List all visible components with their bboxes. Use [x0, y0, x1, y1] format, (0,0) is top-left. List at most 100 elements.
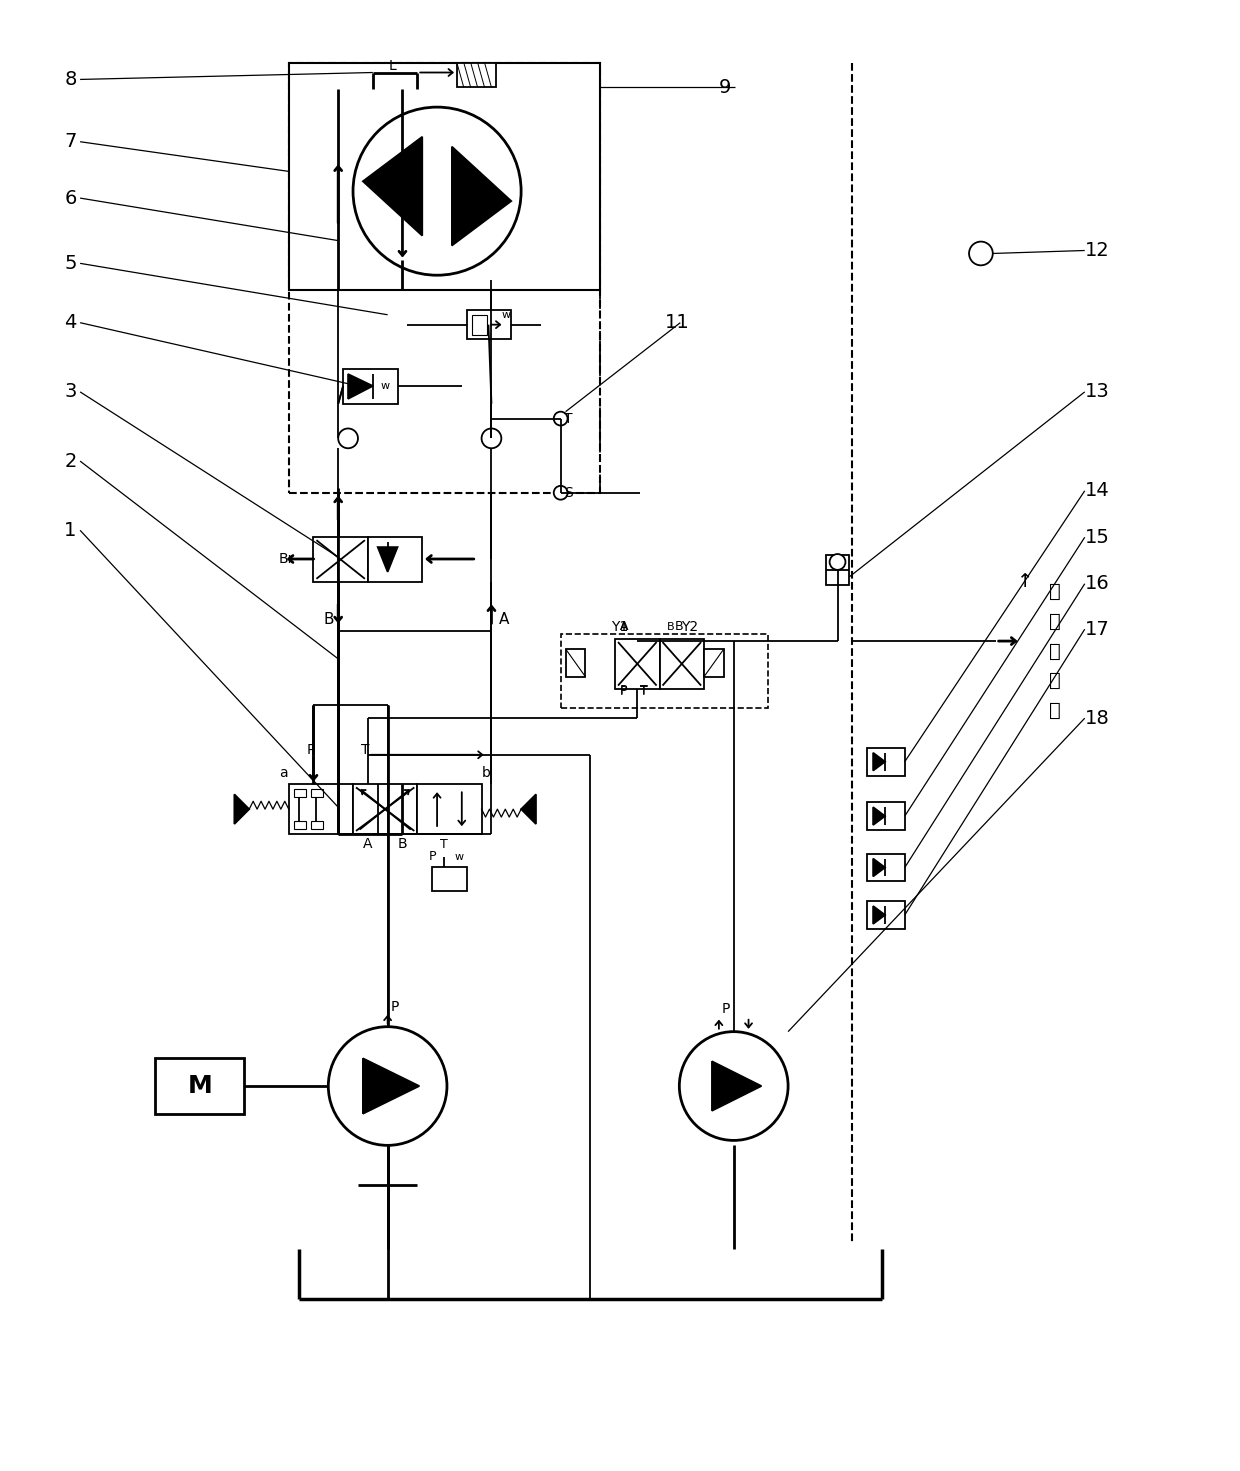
- Bar: [560, 634, 769, 709]
- Text: Y2: Y2: [681, 621, 698, 634]
- Bar: [432, 866, 466, 891]
- Text: 13: 13: [1085, 382, 1110, 402]
- Text: Y1: Y1: [611, 621, 629, 634]
- Text: B: B: [324, 612, 334, 627]
- Bar: [867, 853, 905, 881]
- Bar: [155, 1058, 244, 1114]
- Bar: [311, 821, 324, 830]
- Bar: [368, 537, 423, 581]
- Bar: [418, 784, 481, 834]
- Text: B: B: [667, 622, 675, 633]
- Bar: [311, 790, 324, 797]
- Polygon shape: [873, 906, 885, 924]
- Text: 15: 15: [1085, 528, 1110, 547]
- Text: T: T: [564, 412, 572, 425]
- Bar: [471, 315, 486, 334]
- Text: P: P: [429, 850, 436, 863]
- Text: T: T: [640, 684, 647, 697]
- Bar: [466, 310, 511, 340]
- Circle shape: [554, 485, 568, 500]
- Text: P: P: [306, 743, 315, 758]
- Polygon shape: [348, 374, 373, 399]
- Circle shape: [968, 241, 993, 265]
- Polygon shape: [521, 794, 536, 824]
- Text: A: A: [620, 622, 627, 633]
- Text: A: A: [620, 619, 629, 633]
- Circle shape: [830, 555, 846, 569]
- Bar: [289, 63, 600, 493]
- Text: 4: 4: [64, 313, 77, 332]
- Text: T: T: [361, 743, 370, 758]
- Bar: [343, 369, 398, 403]
- Text: P: P: [391, 1000, 399, 1014]
- Polygon shape: [873, 808, 885, 825]
- Text: P: P: [620, 685, 627, 699]
- Text: w: w: [381, 381, 389, 391]
- Text: 辅: 辅: [1049, 612, 1061, 631]
- Bar: [289, 63, 600, 290]
- Text: a: a: [279, 765, 288, 780]
- Bar: [289, 784, 353, 834]
- Bar: [294, 790, 305, 797]
- Bar: [615, 638, 660, 688]
- Text: 18: 18: [1085, 709, 1110, 728]
- Bar: [565, 649, 585, 677]
- Text: ↑: ↑: [1017, 572, 1034, 591]
- Text: 3: 3: [64, 382, 77, 402]
- Text: M: M: [187, 1074, 212, 1097]
- Bar: [867, 747, 905, 775]
- Text: B: B: [398, 837, 407, 850]
- Text: 5: 5: [64, 254, 77, 272]
- Text: 6: 6: [64, 188, 77, 207]
- Text: 16: 16: [1085, 574, 1110, 593]
- Bar: [704, 649, 724, 677]
- Text: 11: 11: [665, 313, 689, 332]
- Text: b: b: [482, 765, 491, 780]
- Text: T: T: [640, 685, 647, 699]
- Text: 12: 12: [1085, 241, 1110, 260]
- Polygon shape: [451, 147, 511, 246]
- Polygon shape: [873, 753, 885, 771]
- Bar: [826, 555, 849, 584]
- Text: 14: 14: [1085, 481, 1110, 500]
- Bar: [456, 63, 496, 87]
- Polygon shape: [873, 859, 885, 877]
- Circle shape: [554, 412, 568, 425]
- Circle shape: [481, 428, 501, 449]
- Text: 8: 8: [64, 71, 77, 88]
- Polygon shape: [363, 137, 423, 235]
- Text: 置: 置: [1049, 583, 1061, 602]
- Polygon shape: [363, 1058, 419, 1114]
- Text: A: A: [500, 612, 510, 627]
- Polygon shape: [712, 1061, 761, 1111]
- Bar: [294, 821, 305, 830]
- Text: L: L: [388, 59, 397, 72]
- Text: P: P: [620, 684, 627, 697]
- Polygon shape: [378, 547, 398, 572]
- Text: w: w: [501, 310, 511, 319]
- Text: 9: 9: [719, 78, 732, 97]
- Circle shape: [329, 1027, 446, 1146]
- Text: 系: 系: [1049, 671, 1061, 690]
- Text: 2: 2: [64, 452, 77, 471]
- Bar: [867, 902, 905, 928]
- Circle shape: [339, 428, 358, 449]
- Text: T: T: [440, 838, 448, 852]
- Bar: [660, 638, 704, 688]
- Text: 统: 统: [1049, 700, 1061, 719]
- Text: 7: 7: [64, 132, 77, 152]
- Bar: [314, 537, 368, 581]
- Text: 17: 17: [1085, 619, 1110, 638]
- Circle shape: [680, 1031, 789, 1140]
- Text: w: w: [455, 852, 464, 862]
- Text: 助: 助: [1049, 641, 1061, 660]
- Text: S: S: [564, 485, 573, 500]
- Bar: [353, 784, 418, 834]
- Text: Br: Br: [279, 552, 294, 566]
- Text: 1: 1: [64, 521, 77, 540]
- Text: P: P: [722, 1002, 730, 1016]
- Text: A: A: [363, 837, 372, 850]
- Text: B: B: [675, 619, 683, 633]
- Polygon shape: [234, 794, 249, 824]
- Bar: [867, 802, 905, 830]
